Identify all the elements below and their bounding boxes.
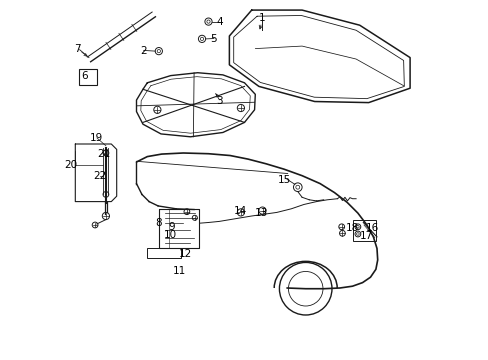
- Text: 13: 13: [255, 208, 268, 218]
- Text: 7: 7: [74, 44, 80, 54]
- Text: 16: 16: [365, 222, 378, 233]
- Text: 22: 22: [93, 171, 106, 181]
- Text: 21: 21: [97, 149, 110, 159]
- Bar: [147, 248, 181, 258]
- Bar: [352, 220, 375, 241]
- Text: 6: 6: [81, 71, 87, 81]
- Text: 14: 14: [234, 206, 247, 216]
- Text: 20: 20: [64, 160, 78, 170]
- Text: 5: 5: [210, 34, 217, 44]
- Text: 1: 1: [258, 13, 264, 23]
- Text: 2: 2: [140, 46, 147, 56]
- Text: 18: 18: [345, 222, 358, 233]
- Text: 12: 12: [178, 249, 191, 259]
- Text: 15: 15: [278, 175, 291, 185]
- Text: 17: 17: [360, 231, 373, 241]
- Text: 9: 9: [168, 222, 175, 232]
- Text: 19: 19: [90, 132, 103, 143]
- Text: 8: 8: [155, 218, 162, 228]
- Text: 4: 4: [216, 17, 222, 27]
- Text: 3: 3: [216, 96, 222, 106]
- Bar: [79, 69, 97, 85]
- Text: 10: 10: [163, 230, 176, 240]
- Text: 11: 11: [172, 266, 185, 276]
